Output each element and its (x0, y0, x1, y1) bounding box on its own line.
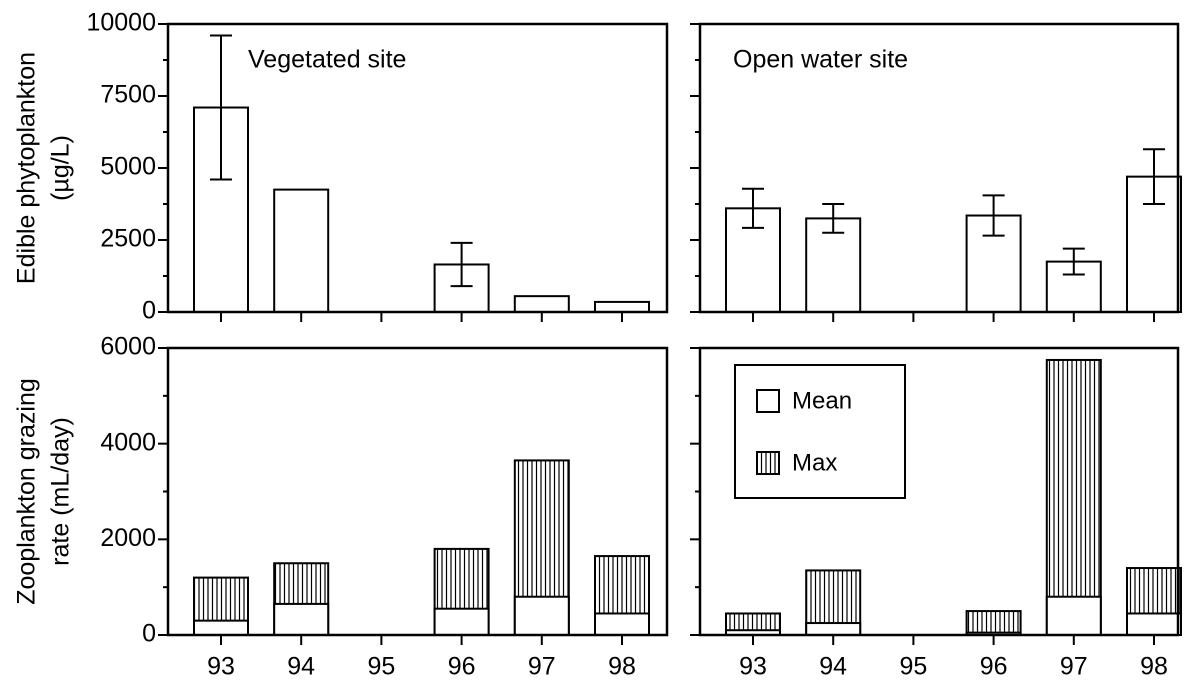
bar (965, 610, 1022, 636)
x-tick-label: 98 (608, 653, 636, 681)
legend-label: Max (792, 449, 837, 476)
error-bar (742, 187, 764, 229)
x-tick-label: 93 (207, 653, 235, 681)
bar (513, 295, 570, 314)
error-bar (450, 241, 473, 288)
legend-label: Mean (792, 387, 852, 414)
x-tick-label: 97 (528, 653, 556, 681)
x-tick-label: 98 (1140, 653, 1168, 681)
x-tick-label: 95 (367, 653, 395, 681)
y-tick-label: 2500 (100, 225, 156, 253)
error-bar (1062, 247, 1085, 276)
bar (805, 217, 862, 313)
error-bar (1143, 148, 1165, 205)
bar (1126, 612, 1182, 636)
legend-swatch (756, 451, 780, 475)
bar (513, 595, 570, 637)
y-tick-label: 0 (142, 297, 156, 325)
bar (433, 607, 490, 636)
bar (594, 612, 650, 636)
panel-annotation: Vegetated site (248, 46, 406, 74)
x-tick-label: 93 (739, 653, 767, 681)
x-tick-label: 95 (899, 653, 927, 681)
y-axis-label: Edible phytoplankton (13, 52, 41, 284)
bar (1045, 595, 1102, 637)
x-tick-label: 96 (980, 653, 1008, 681)
bar (273, 188, 330, 314)
y-tick-label: 2000 (100, 524, 156, 552)
bar (193, 619, 249, 637)
legend-swatch (756, 389, 780, 413)
y-tick-label: 7500 (100, 81, 156, 109)
y-tick-label: 4000 (100, 428, 156, 456)
y-tick-label: 10000 (86, 9, 156, 37)
bar (273, 602, 330, 636)
y-axis-label: rate (mL/day) (47, 417, 75, 566)
bar (1045, 358, 1102, 636)
legend-box (734, 364, 906, 499)
x-tick-label: 96 (448, 653, 476, 681)
y-tick-label: 6000 (100, 333, 156, 361)
error-bar (210, 34, 232, 181)
y-tick-label: 5000 (100, 153, 156, 181)
x-tick-label: 94 (287, 653, 315, 681)
x-tick-label: 94 (819, 653, 847, 681)
bar (594, 300, 650, 314)
x-tick-label: 97 (1060, 653, 1088, 681)
error-bar (822, 203, 845, 234)
bar (805, 622, 862, 637)
y-axis-label: Zooplankton grazing (13, 378, 41, 605)
panel-annotation: Open water site (733, 46, 908, 74)
error-bar (982, 194, 1005, 237)
y-axis-label: (µg/L) (47, 135, 75, 201)
y-tick-label: 0 (142, 620, 156, 648)
